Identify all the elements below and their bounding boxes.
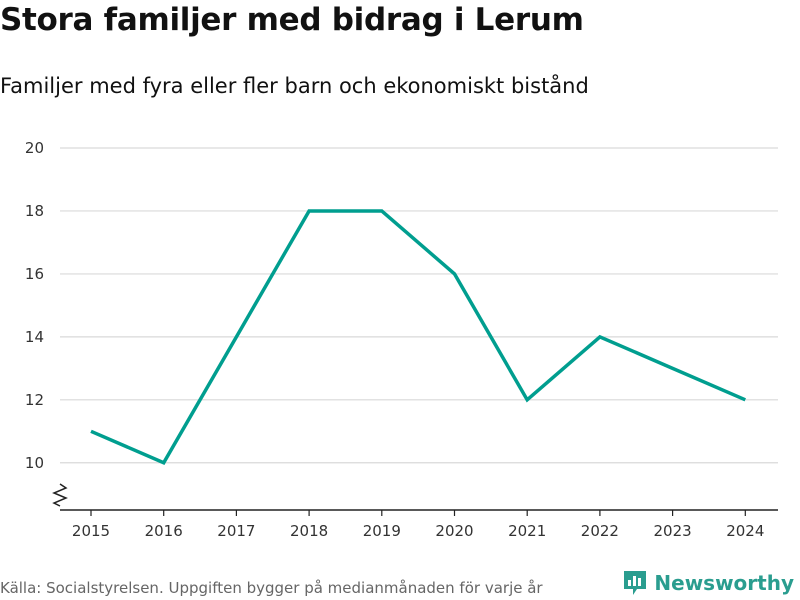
source-note: Källa: Socialstyrelsen. Uppgiften bygger…: [0, 579, 543, 597]
x-tick-label: 2024: [726, 522, 764, 540]
x-tick-label: 2022: [581, 522, 619, 540]
y-tick-label: 12: [25, 391, 44, 409]
series-line: [90, 209, 746, 466]
y-tick-label: 18: [25, 202, 44, 220]
gridlines: [60, 147, 778, 464]
y-tick-label: 16: [25, 265, 44, 283]
x-tick-label: 2017: [217, 522, 255, 540]
y-axis-ticks: 10 12 14 16 18 20: [25, 139, 44, 472]
brand-name: Newsworthy: [654, 571, 794, 595]
x-tick-label: 2019: [363, 522, 401, 540]
y-tick-label: 20: [25, 139, 44, 157]
x-tick-label: 2020: [435, 522, 473, 540]
brand-logo: Newsworthy: [622, 569, 794, 597]
x-axis-ticks: 2015 2016 2017 2018 2019 2020 2021 2022 2023 2024: [72, 510, 764, 540]
x-tick-label: 2021: [508, 522, 546, 540]
x-tick-label: 2016: [145, 522, 183, 540]
line-chart: 10 12 14 16 18 20 2015 2016 2017 2018 2019 2020 202…: [25, 139, 778, 540]
y-tick-label: 10: [25, 454, 44, 472]
y-tick-label: 14: [25, 328, 44, 346]
series: [90, 209, 746, 466]
newsworthy-logo-icon: [622, 569, 648, 597]
x-tick-label: 2018: [290, 522, 328, 540]
x-axis: [52, 483, 778, 511]
chart-title: Stora familjer med bidrag i Lerum: [0, 2, 584, 38]
x-tick-label: 2015: [72, 522, 110, 540]
x-tick-label: 2023: [654, 522, 692, 540]
chart-subtitle: Familjer med fyra eller fler barn och ek…: [0, 74, 589, 98]
axis-break-icon: [52, 483, 68, 507]
